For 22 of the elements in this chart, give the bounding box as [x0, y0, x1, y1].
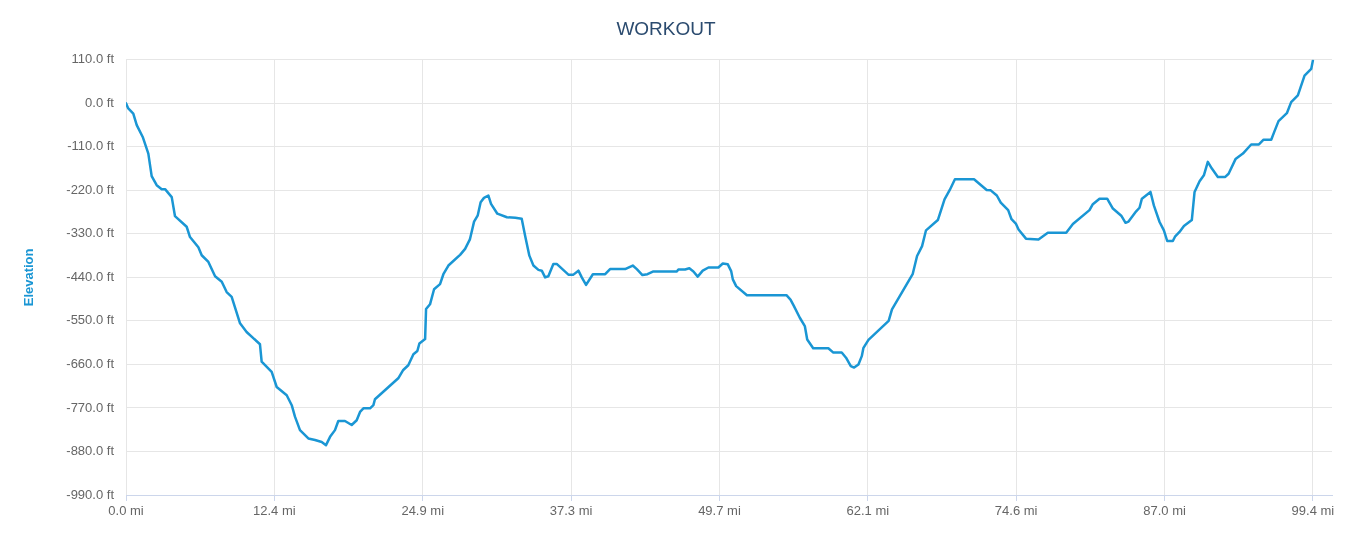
y-tick-label: -220.0 ft [66, 181, 115, 197]
x-tick-label: 37.3 mi [549, 503, 593, 519]
y-tick-label: -880.0 ft [66, 443, 115, 459]
y-tick-label: -770.0 ft [66, 399, 115, 415]
x-tick-label: 74.6 mi [994, 503, 1038, 519]
x-tick-label: 0.0 mi [108, 503, 144, 519]
x-tick-label: 87.0 mi [1143, 503, 1186, 519]
y-tick-label: -330.0 ft [66, 225, 115, 241]
x-tick-label: 24.9 mi [401, 503, 445, 519]
chart-title: WORKOUT [616, 17, 716, 39]
x-tick-label: 49.7 mi [698, 503, 741, 519]
y-tick-label: -660.0 ft [66, 356, 115, 372]
y-tick-label: -440.0 ft [66, 268, 115, 284]
y-axis-title: Elevation [21, 248, 37, 307]
x-tick-label: 12.4 mi [253, 503, 296, 519]
y-tick-label: -110.0 ft [67, 138, 115, 154]
y-tick-label: -990.0 ft [66, 486, 115, 502]
y-tick-label: 110.0 ft [71, 51, 115, 67]
x-tick-label: 99.4 mi [1291, 503, 1335, 519]
y-tick-label: -550.0 ft [66, 312, 115, 328]
y-tick-label: 0.0 ft [85, 94, 115, 110]
x-tick-label: 62.1 mi [846, 503, 890, 519]
